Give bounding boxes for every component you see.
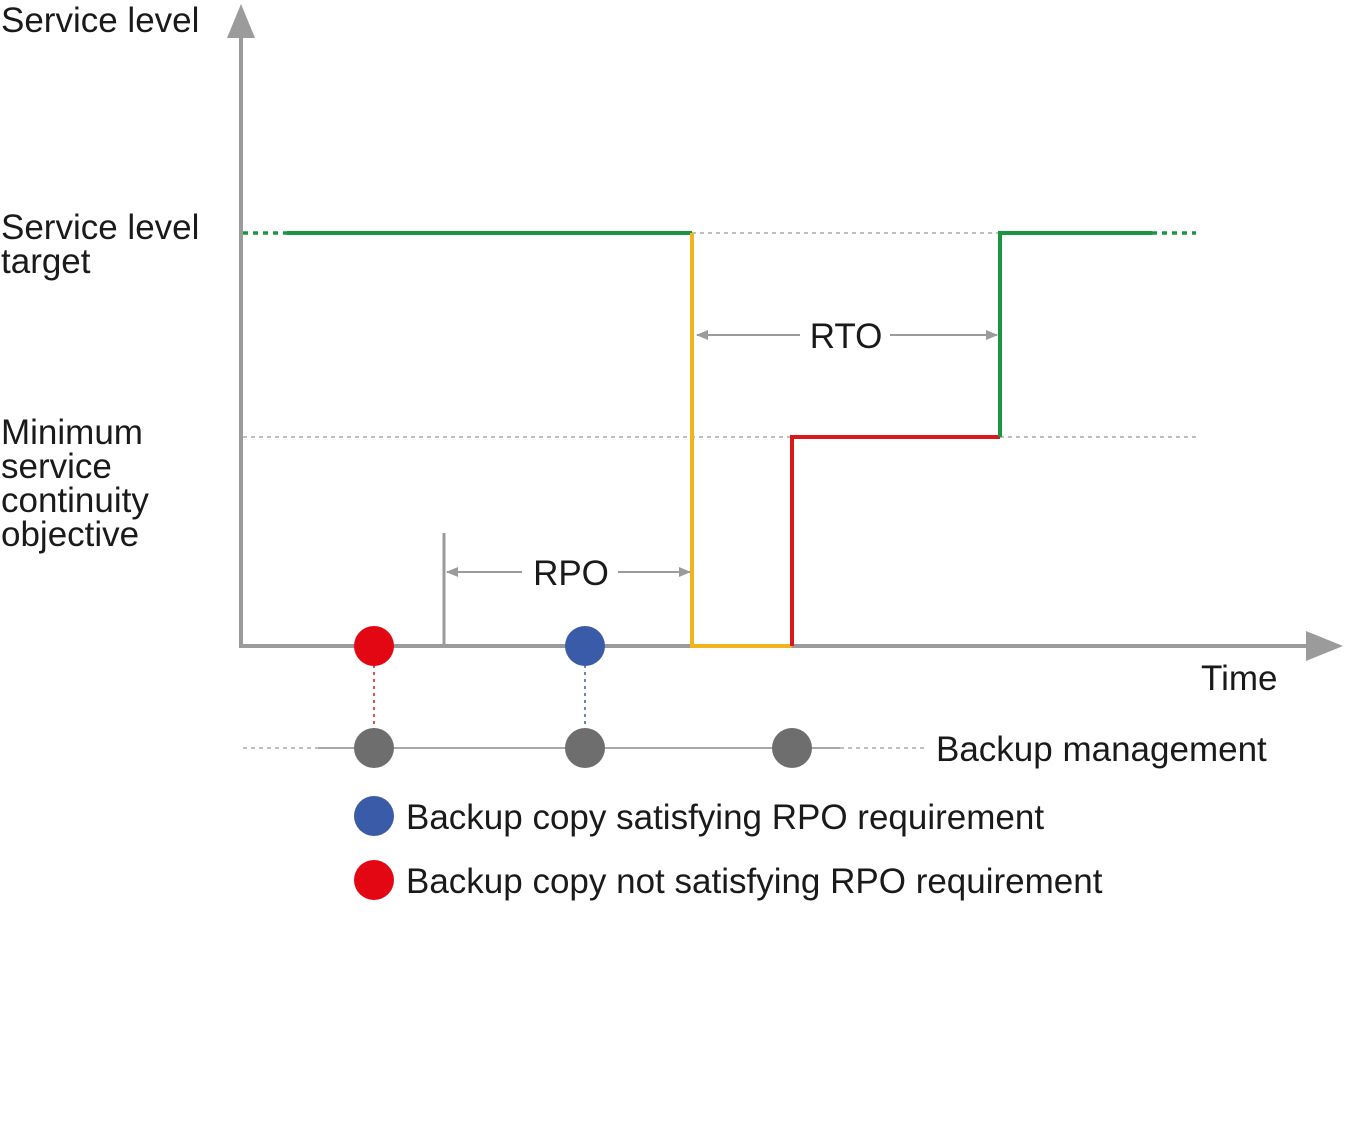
legend-red-marker (354, 860, 394, 900)
backup-management-point-1 (354, 728, 394, 768)
target-label-line-1: Service level (1, 208, 199, 247)
x-axis-arrowhead (1306, 631, 1343, 661)
minimum-label-line-3: continuity (1, 481, 149, 520)
degraded-service-line (790, 435, 1000, 646)
backup-point-blue (565, 626, 605, 666)
legend: Backup copy satisfying RPO requirement B… (354, 796, 1103, 901)
minimum-label-line-4: objective (1, 515, 139, 554)
rto-label: RTO (810, 317, 883, 356)
minimum-label-line-1: Minimum (1, 413, 143, 452)
legend-blue-marker (354, 796, 394, 836)
service-level-after-recovery (998, 231, 1152, 437)
target-label-line-2: target (1, 242, 91, 281)
backup-point-red (354, 626, 394, 666)
minimum-objective-label: Minimum service continuity objective (1, 413, 159, 554)
rpo-label: RPO (533, 554, 609, 593)
legend-blue-label: Backup copy satisfying RPO requirement (406, 798, 1044, 837)
y-axis-arrowhead (227, 4, 255, 38)
outage-line (690, 233, 792, 648)
backup-management-label: Backup management (936, 730, 1267, 769)
legend-red-label: Backup copy not satisfying RPO requireme… (406, 862, 1103, 901)
backup-management-point-2 (565, 728, 605, 768)
x-axis-label: Time (1201, 659, 1277, 698)
backup-management-point-3 (772, 728, 812, 768)
minimum-label-line-2: service (1, 447, 112, 486)
y-axis-label: Service level (1, 1, 199, 40)
service-level-target-label: Service level target (1, 208, 209, 281)
